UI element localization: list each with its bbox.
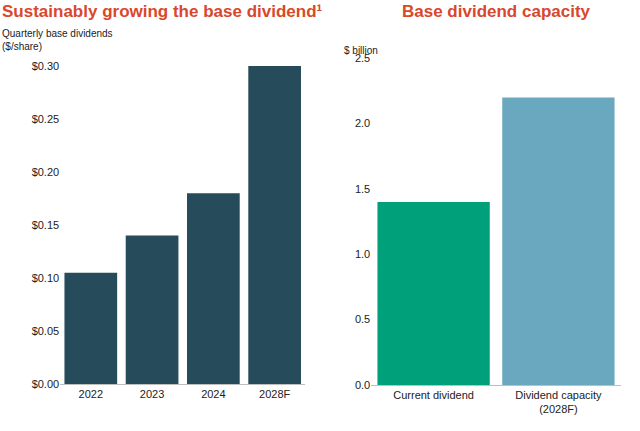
svg-text:0.5: 0.5 xyxy=(355,313,370,325)
svg-text:$0.25: $0.25 xyxy=(32,113,60,125)
svg-text:Base dividend capacity: Base dividend capacity xyxy=(402,2,591,21)
svg-text:Current dividend: Current dividend xyxy=(393,389,474,401)
svg-text:Dividend capacity(2028F): Dividend capacity(2028F) xyxy=(515,389,602,415)
svg-text:$ billion: $ billion xyxy=(344,45,378,56)
svg-text:1.5: 1.5 xyxy=(355,183,370,195)
svg-text:2.0: 2.0 xyxy=(355,117,370,129)
svg-text:2024: 2024 xyxy=(201,388,225,400)
svg-text:$0.00: $0.00 xyxy=(32,378,60,390)
svg-text:$0.30: $0.30 xyxy=(32,60,60,72)
svg-text:2.5: 2.5 xyxy=(355,52,370,64)
svg-text:$0.15: $0.15 xyxy=(32,219,60,231)
svg-text:$0.05: $0.05 xyxy=(32,325,60,337)
svg-text:1.0: 1.0 xyxy=(355,248,370,260)
svg-text:2028F: 2028F xyxy=(259,388,290,400)
svg-text:2022: 2022 xyxy=(79,388,103,400)
svg-text:$0.20: $0.20 xyxy=(32,166,60,178)
svg-text:2023: 2023 xyxy=(140,388,164,400)
svg-text:$0.10: $0.10 xyxy=(32,272,60,284)
svg-text:0.0: 0.0 xyxy=(355,379,370,391)
svg-text:Quarterly base dividends($/sha: Quarterly base dividends($/share) xyxy=(2,28,113,52)
svg-text:Sustainably growing the base d: Sustainably growing the base dividend¹ xyxy=(2,2,323,21)
